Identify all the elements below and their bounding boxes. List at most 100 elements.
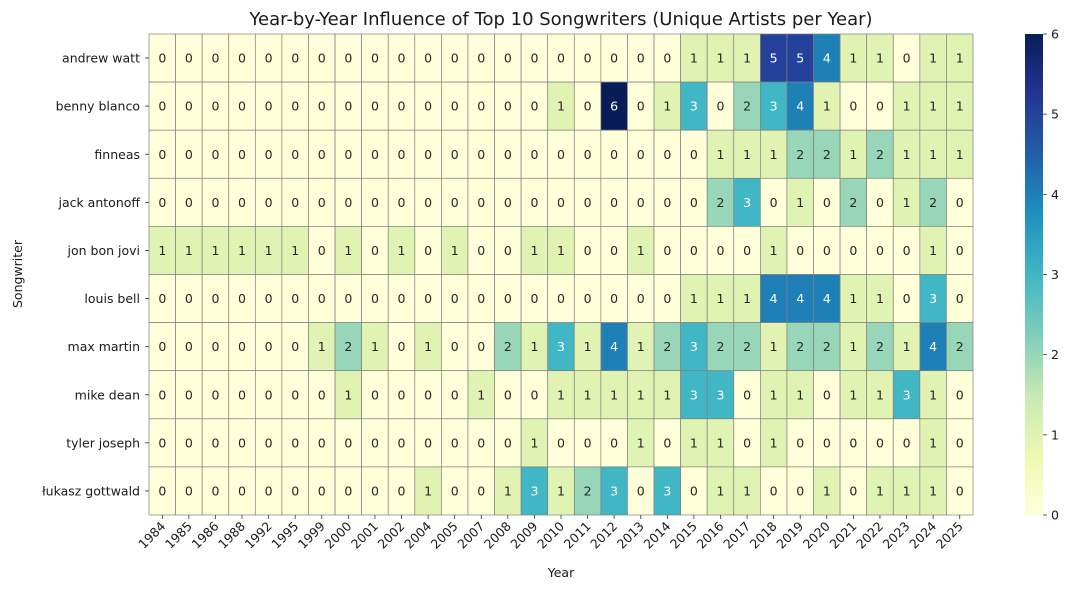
heatmap-cell: [175, 274, 203, 323]
cell-value-label: 0: [185, 387, 193, 402]
x-tick-label: 2025: [933, 519, 966, 552]
cell-value-label: 1: [929, 99, 937, 114]
heatmap-cell: [254, 322, 283, 372]
cell-value-label: 2: [956, 339, 964, 354]
heatmap-cell: [653, 129, 681, 179]
heatmap-cell: [308, 322, 336, 372]
heatmap-cell: [201, 33, 230, 83]
cell-value-label: 0: [318, 435, 326, 450]
x-tick-label: 2002: [375, 519, 408, 552]
cell-value-label: 1: [158, 243, 166, 258]
heatmap-cell: [706, 274, 735, 323]
cell-value-label: 0: [770, 195, 778, 210]
heatmap-cell: [361, 370, 389, 420]
cell-value-label: 0: [530, 291, 538, 306]
heatmap-cell: [361, 322, 389, 372]
cell-value-label: 0: [956, 387, 964, 402]
heatmap-cell: [573, 33, 602, 83]
heatmap-cell: [494, 33, 522, 83]
heatmap-cell: [520, 466, 549, 516]
cell-value-label: 0: [610, 243, 618, 258]
heatmap-cell: [839, 226, 868, 275]
cell-value-label: 2: [796, 339, 804, 354]
heatmap-cell: [946, 33, 974, 83]
cell-value-label: 0: [211, 51, 219, 66]
heatmap-cell: [361, 418, 389, 468]
cell-value-label: 0: [610, 195, 618, 210]
cell-value-label: 1: [796, 195, 804, 210]
cell-value-label: 1: [929, 435, 937, 450]
cell-value-label: 1: [690, 435, 698, 450]
cell-value-label: 0: [849, 435, 857, 450]
heatmap-cell: [573, 81, 602, 131]
cell-value-label: 0: [185, 51, 193, 66]
cell-value-label: 0: [451, 147, 459, 162]
heatmap-cell: [573, 370, 602, 420]
cell-value-label: 2: [876, 147, 884, 162]
cell-value-label: 0: [663, 435, 671, 450]
cell-value-label: 1: [903, 339, 911, 354]
cell-value-label: 0: [211, 483, 219, 498]
cell-value-label: 5: [796, 51, 804, 66]
cell-value-label: 3: [557, 339, 565, 354]
heatmap-cell: [627, 33, 655, 83]
heatmap-cell: [201, 466, 230, 516]
heatmap-cell: [228, 370, 256, 420]
heatmap-cell: [733, 226, 761, 275]
heatmap-cell: [308, 274, 336, 323]
cell-value-label: 0: [823, 387, 831, 402]
cell-value-label: 4: [929, 339, 937, 354]
x-tick-label: 2016: [694, 518, 727, 551]
cell-value-label: 0: [451, 99, 459, 114]
cell-value-label: 0: [504, 435, 512, 450]
cell-value-label: 2: [823, 339, 831, 354]
heatmap-cell: [547, 33, 575, 83]
cell-value-label: 0: [291, 387, 299, 402]
cell-value-label: 0: [238, 291, 246, 306]
cell-value-label: 0: [903, 51, 911, 66]
cell-value-label: 0: [238, 435, 246, 450]
cell-value-label: 0: [291, 195, 299, 210]
cell-value-label: 1: [344, 243, 352, 258]
heatmap-cell: [175, 322, 203, 372]
heatmap-cell: [733, 129, 761, 179]
cell-value-label: 0: [185, 195, 193, 210]
cell-value-label: 0: [876, 195, 884, 210]
heatmap-cell: [946, 322, 974, 372]
heatmap-cell: [547, 81, 575, 131]
cell-value-label: 1: [477, 387, 485, 402]
heatmap-cell: [308, 177, 336, 227]
heatmap-cell: [733, 466, 761, 516]
x-tick-label: 2001: [348, 519, 381, 552]
cell-value-label: 0: [265, 435, 273, 450]
cell-value-label: 0: [398, 483, 406, 498]
heatmap-cell: [334, 274, 362, 323]
heatmap-cell: [653, 322, 681, 372]
cell-value-label: 0: [158, 147, 166, 162]
cell-value-label: 3: [530, 483, 538, 498]
cell-value-label: 0: [956, 435, 964, 450]
cell-value-label: 1: [557, 483, 565, 498]
colorbar: [1025, 34, 1043, 515]
cell-value-label: 1: [743, 291, 751, 306]
cell-value-label: 0: [849, 99, 857, 114]
heatmap-cell: [334, 226, 362, 275]
cell-value-label: 0: [584, 435, 592, 450]
cell-value-label: 1: [663, 99, 671, 114]
x-tick-label: 2019: [773, 518, 806, 551]
cell-value-label: 1: [557, 387, 565, 402]
y-tick-label: jon bon jovi: [67, 243, 141, 258]
cell-value-label: 0: [477, 51, 485, 66]
cell-value-label: 0: [158, 99, 166, 114]
y-tick-label: andrew watt: [62, 51, 140, 66]
cell-value-label: 2: [717, 195, 725, 210]
cell-value-label: 0: [211, 435, 219, 450]
x-tick-label: 1999: [295, 518, 328, 551]
x-axis-label: Year: [547, 565, 575, 580]
cell-value-label: 1: [265, 243, 273, 258]
cell-value-label: 0: [158, 339, 166, 354]
colorbar-tick-label: 6: [1051, 27, 1059, 42]
cell-value-label: 1: [876, 387, 884, 402]
heatmap-cell: [866, 226, 894, 275]
